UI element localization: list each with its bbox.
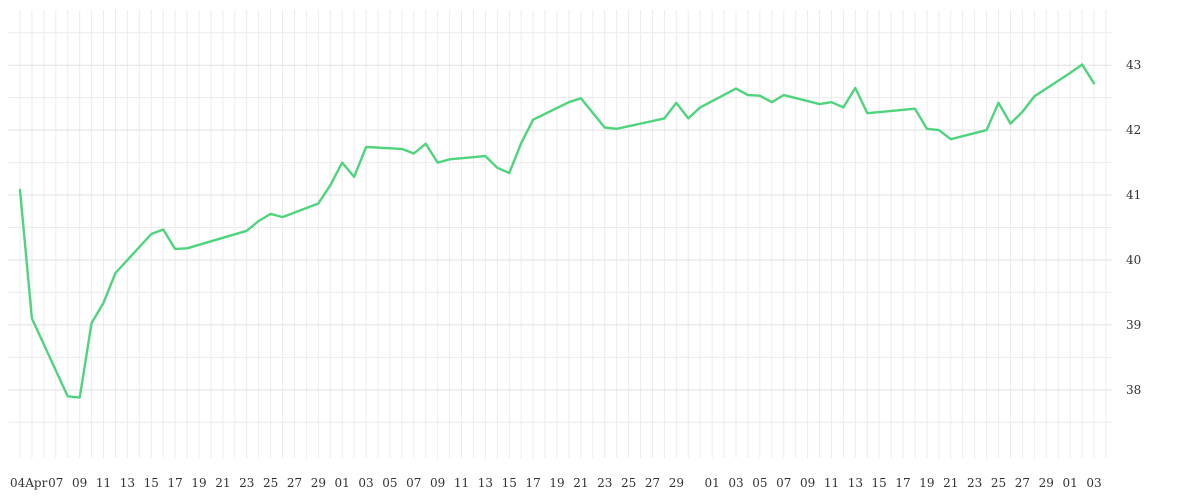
series-line	[18, 63, 1096, 399]
x-tick-label: 19	[919, 476, 934, 490]
y-tick-label: 41	[1126, 188, 1141, 202]
x-tick-label: 21	[573, 476, 588, 490]
x-tick-label: 11	[96, 476, 111, 490]
x-tick-label: 19	[549, 476, 564, 490]
x-tick-label: 15	[144, 476, 159, 490]
x-tick-label: 27	[1015, 476, 1030, 490]
x-tick-label: 27	[287, 476, 302, 490]
x-tick-label: 13	[478, 476, 493, 490]
y-tick-label: 43	[1126, 58, 1141, 72]
x-tick-label: 03	[358, 476, 373, 490]
x-tick-label: 01	[704, 476, 719, 490]
x-tick-label: 15	[502, 476, 517, 490]
x-tick-label: 15	[872, 476, 887, 490]
y-tick-label: 40	[1126, 253, 1141, 267]
y-tick-label: 42	[1126, 123, 1141, 137]
x-tick-label: 29	[1039, 476, 1054, 490]
x-tick-label: 17	[167, 476, 182, 490]
x-tick-label: 19	[191, 476, 206, 490]
x-tick-label: 03	[728, 476, 743, 490]
x-tick-label: 23	[239, 476, 254, 490]
horizontal-gridlines	[8, 32, 1112, 423]
x-tick-label: 21	[215, 476, 230, 490]
x-axis-tick-labels: 04Apr 07 09 11 13 15 17 19 21 23 25 27 29 01 03 05 07 09 1…	[10, 476, 1102, 490]
y-tick-label: 39	[1126, 318, 1141, 332]
x-tick-label: 23	[597, 476, 612, 490]
x-tick-label: 21	[943, 476, 958, 490]
y-tick-label: 38	[1126, 383, 1141, 397]
y-axis-tick-labels: 38 39 40 41 42 43	[1126, 58, 1141, 397]
x-tick-label: 05	[752, 476, 767, 490]
vertical-gridlines	[19, 10, 1107, 458]
x-tick-label: 11	[454, 476, 469, 490]
x-tick-label: 07	[776, 476, 791, 490]
x-tick-label: 04Apr	[10, 476, 48, 490]
x-tick-label: 13	[848, 476, 863, 490]
x-tick-label: 03	[1086, 476, 1101, 490]
x-tick-label: 01	[1062, 476, 1077, 490]
x-tick-label: 17	[525, 476, 540, 490]
x-tick-label: 07	[406, 476, 421, 490]
x-tick-label: 01	[335, 476, 350, 490]
x-tick-label: 07	[48, 476, 63, 490]
x-tick-label: 29	[311, 476, 326, 490]
x-tick-label: 25	[263, 476, 278, 490]
x-tick-label: 09	[800, 476, 815, 490]
x-tick-label: 29	[669, 476, 684, 490]
x-tick-label: 25	[621, 476, 636, 490]
x-tick-label: 05	[382, 476, 397, 490]
x-tick-label: 13	[120, 476, 135, 490]
x-tick-label: 11	[824, 476, 839, 490]
x-tick-label: 09	[430, 476, 445, 490]
x-tick-label: 23	[967, 476, 982, 490]
x-tick-label: 09	[72, 476, 87, 490]
x-tick-label: 25	[991, 476, 1006, 490]
x-tick-label: 27	[645, 476, 660, 490]
series-lines	[18, 63, 1096, 399]
x-tick-label: 17	[895, 476, 910, 490]
